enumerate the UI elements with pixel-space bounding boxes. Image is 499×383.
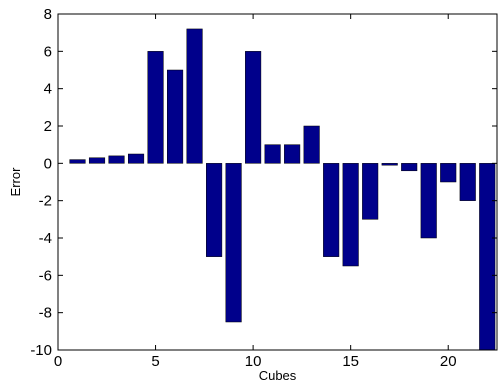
bar-18 (401, 163, 418, 172)
bar-6 (167, 69, 184, 164)
y-tick-label: 4 (44, 81, 52, 98)
bar-22 (479, 163, 496, 351)
y-tick-label: 6 (44, 43, 52, 60)
bar-19 (420, 163, 437, 239)
y-tick-label: -2 (39, 193, 52, 210)
bar-11 (264, 144, 281, 164)
bar-5 (147, 51, 164, 164)
bar-15 (342, 163, 359, 267)
bar-16 (362, 163, 379, 220)
x-tick-label: 10 (245, 353, 262, 370)
bar-3 (108, 155, 125, 164)
bar-1 (69, 159, 86, 164)
bars (69, 28, 496, 351)
y-tick-label: -6 (39, 267, 52, 284)
y-axis-label: Error (8, 167, 23, 197)
y-tick-label: 2 (44, 118, 52, 135)
bar-14 (323, 163, 340, 257)
y-tick-label: -4 (39, 230, 52, 247)
bar-12 (284, 144, 301, 164)
plot-frame (57, 13, 498, 351)
x-tick-label: 15 (342, 353, 359, 370)
bar-10 (245, 51, 262, 164)
bar-7 (186, 28, 203, 164)
ticks: 0 5 10 15 20 -10 -8 -6 -4 -2 0 2 4 6 8 (30, 6, 497, 370)
x-axis-label: Cubes (259, 368, 297, 383)
bar-17 (381, 163, 398, 166)
bar-2 (88, 157, 106, 164)
y-tick-label: 8 (44, 6, 52, 23)
x-tick-label: 20 (440, 353, 457, 370)
x-tick-label: 5 (151, 353, 159, 370)
bar-13 (303, 125, 320, 164)
bar-4 (127, 153, 145, 164)
x-tick-label: 0 (54, 353, 62, 370)
bar-9 (225, 163, 242, 323)
y-tick-label: -8 (39, 305, 52, 322)
bar-8 (206, 163, 223, 257)
y-tick-label: 0 (44, 155, 52, 172)
bar-21 (459, 163, 476, 201)
bar-20 (440, 163, 457, 183)
y-tick-label: -10 (30, 342, 52, 359)
